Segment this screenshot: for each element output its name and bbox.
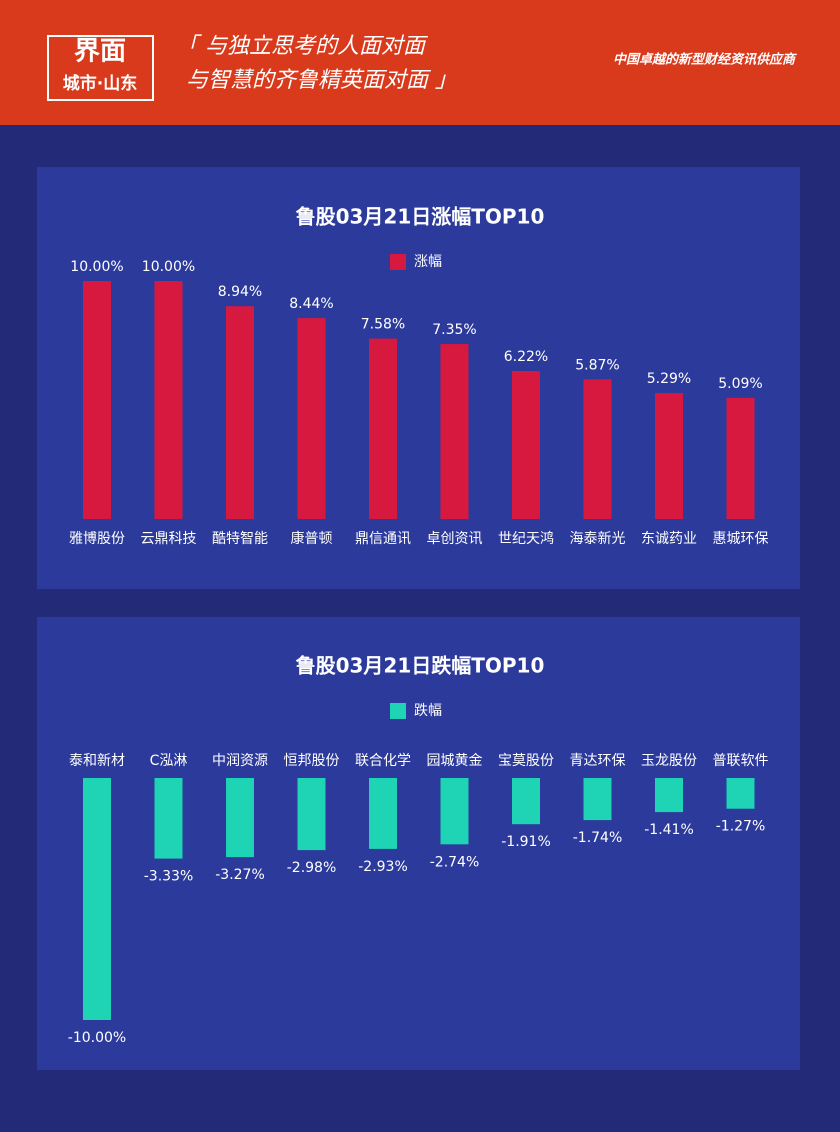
- x-tick-label: 海泰新光: [570, 531, 626, 547]
- header-band: [0, 0, 840, 125]
- x-tick-label: C泓淋: [150, 753, 188, 769]
- bar: [655, 778, 683, 813]
- slogan: 「 与独立思考的人面对面: [176, 34, 429, 59]
- bar: [726, 778, 755, 809]
- bar: [226, 306, 254, 519]
- x-tick-label: 联合化学: [355, 753, 411, 769]
- value-label: -2.74%: [430, 854, 480, 870]
- x-tick-label: 世纪天鸿: [498, 530, 554, 547]
- value-label: -2.98%: [287, 860, 337, 876]
- x-tick-label: 泰和新材: [69, 753, 125, 769]
- x-tick-label: 东诚药业: [641, 531, 697, 547]
- x-tick-label: 惠城环保: [713, 531, 769, 547]
- bar: [226, 778, 254, 858]
- logo-sub: 城市·山东: [63, 73, 137, 94]
- value-label: 8.44%: [289, 296, 333, 312]
- x-tick-label: 恒邦股份: [284, 753, 340, 769]
- value-label: 6.22%: [504, 349, 548, 365]
- value-label: 7.35%: [432, 322, 476, 338]
- bar: [297, 778, 326, 851]
- value-label: -1.74%: [573, 830, 623, 846]
- x-tick-label: 青达环保: [570, 753, 626, 769]
- bar: [726, 397, 755, 519]
- value-label: 8.94%: [218, 284, 262, 300]
- legend-swatch: [390, 703, 406, 719]
- legend-swatch: [390, 254, 406, 270]
- logo-frame: [47, 35, 154, 101]
- x-tick-label: 宝莫股份: [498, 753, 554, 769]
- x-tick-label: 中润资源: [212, 753, 268, 769]
- bar: [583, 379, 612, 519]
- x-tick-label: 云鼎科技: [141, 531, 197, 547]
- legend-label: 跌幅: [414, 703, 442, 719]
- value-label: -10.00%: [68, 1030, 126, 1046]
- x-tick-label: 康普顿: [291, 530, 333, 547]
- tagline: 中国卓越的新型财经资讯供应商: [613, 52, 797, 68]
- value-label: -1.91%: [501, 834, 551, 850]
- bar: [512, 778, 540, 825]
- value-label: -1.27%: [716, 819, 766, 835]
- panel: [37, 617, 800, 1070]
- bar: [440, 344, 469, 519]
- chart-title: 鲁股03月21日涨幅TOP10: [296, 205, 545, 229]
- bar: [83, 281, 111, 519]
- value-label: -3.33%: [144, 869, 194, 885]
- x-tick-label: 雅博股份: [69, 530, 125, 547]
- bar: [154, 778, 183, 859]
- value-label: -2.93%: [358, 859, 408, 875]
- x-tick-label: 普联软件: [713, 753, 769, 769]
- value-label: 5.09%: [718, 376, 762, 392]
- legend-label: 涨幅: [414, 254, 442, 270]
- x-tick-label: 鼎信通讯: [355, 531, 411, 547]
- value-label: 5.87%: [575, 357, 619, 373]
- bar: [297, 318, 326, 519]
- value-label: -3.27%: [215, 867, 265, 883]
- x-tick-label: 玉龙股份: [641, 753, 697, 769]
- chart-title: 鲁股03月21日跌幅TOP10: [296, 654, 545, 678]
- bar: [369, 338, 397, 519]
- bar: [583, 778, 612, 821]
- bar: [440, 778, 469, 845]
- value-label: -1.41%: [644, 822, 694, 838]
- bar: [512, 370, 540, 519]
- x-tick-label: 园城黄金: [427, 752, 483, 769]
- bar: [154, 281, 183, 519]
- value-label: 10.00%: [70, 259, 123, 275]
- bar: [655, 393, 683, 519]
- logo: 界面: [74, 37, 126, 67]
- x-tick-label: 卓创资讯: [427, 531, 483, 547]
- value-label: 10.00%: [142, 259, 195, 275]
- slogan: 与智慧的齐鲁精英面对面 」: [186, 68, 457, 93]
- value-label: 5.29%: [647, 371, 691, 387]
- x-tick-label: 酷特智能: [212, 531, 268, 547]
- bar: [83, 778, 111, 1020]
- bar: [369, 778, 397, 849]
- value-label: 7.58%: [361, 317, 405, 333]
